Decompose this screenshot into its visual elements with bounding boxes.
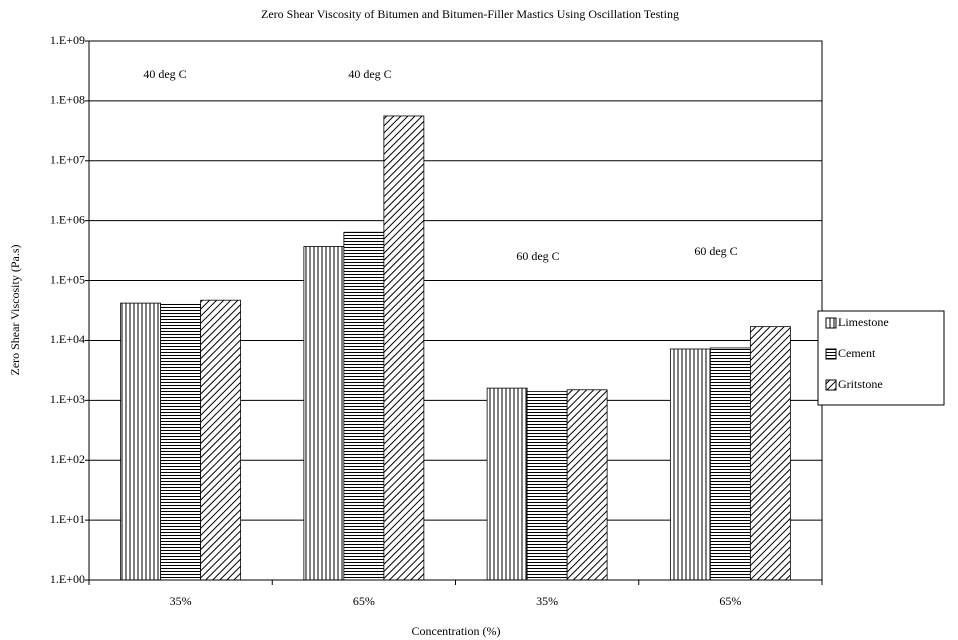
bar [566, 389, 608, 581]
bar [709, 347, 751, 581]
legend-label: Cement [838, 346, 876, 360]
y-axis-label: Zero Shear Viscosity (Pa.s) [8, 244, 22, 375]
y-tick-label: 1.E+03 [50, 392, 85, 406]
bar [120, 302, 162, 581]
bar [486, 387, 528, 581]
annotation: 60 deg C [516, 249, 559, 263]
x-tick-label: 65% [719, 594, 741, 608]
legend-swatch [825, 317, 837, 329]
legend-box [817, 310, 945, 406]
bar [343, 231, 385, 581]
legend-swatch [825, 379, 837, 391]
y-tick-label: 1.E+09 [50, 33, 85, 47]
y-tick-label: 1.E+06 [50, 212, 85, 226]
y-tick-label: 1.E+01 [50, 512, 85, 526]
bar [160, 303, 202, 581]
y-tick-label: 1.E+07 [50, 153, 85, 167]
x-tick-label: 35% [170, 594, 192, 608]
y-tick-label: 1.E+04 [50, 332, 85, 346]
annotation: 60 deg C [694, 244, 737, 258]
chart-title: Zero Shear Viscosity of Bitumen and Bitu… [261, 7, 679, 21]
x-tick-label: 65% [353, 594, 375, 608]
bar [526, 391, 568, 581]
y-tick-label: 1.E+08 [50, 93, 85, 107]
legend-swatch [825, 348, 837, 360]
bar [200, 299, 242, 581]
x-axis-label: Concentration (%) [412, 624, 501, 638]
bar [749, 326, 791, 581]
y-tick-label: 1.E+05 [50, 272, 85, 286]
x-tick-label: 35% [536, 594, 558, 608]
annotation: 40 deg C [143, 67, 186, 81]
legend-label: Limestone [838, 315, 889, 329]
y-tick-label: 1.E+00 [50, 572, 85, 586]
bar [303, 246, 345, 581]
bar [669, 348, 711, 581]
legend-label: Gritstone [838, 377, 883, 391]
annotation: 40 deg C [348, 67, 391, 81]
y-tick-label: 1.E+02 [50, 452, 85, 466]
bar [383, 115, 425, 581]
